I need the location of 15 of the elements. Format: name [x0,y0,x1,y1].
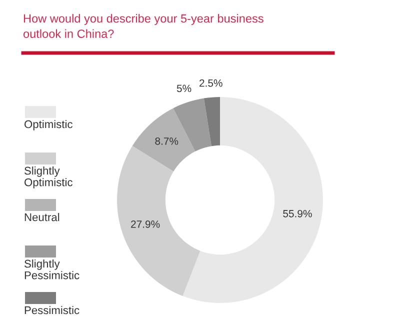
donut-slice [182,97,323,303]
chart-title: How would you describe your 5-year business outlook in China? [23,14,264,38]
data-label: 8.7% [155,137,178,145]
legend-label: Optimistic [24,120,72,130]
donut-slice [132,108,196,172]
data-label: 27.9% [131,220,160,228]
legend-label: Slightly Pessimistic [24,260,80,280]
data-label: 2.5% [200,79,222,87]
donut-slice [204,97,220,146]
legend-label: Slightly Optimistic [24,166,72,188]
donut-slice [117,146,200,296]
data-label: 5% [176,84,192,92]
data-label: 55.9% [283,210,312,218]
legend-label: Pessimistic [24,306,80,314]
legend-label: Neutral [24,213,60,222]
